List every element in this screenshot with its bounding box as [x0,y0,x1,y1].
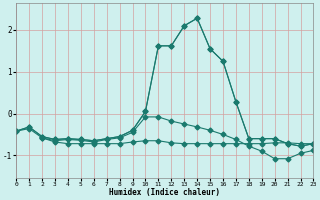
X-axis label: Humidex (Indice chaleur): Humidex (Indice chaleur) [109,188,220,197]
